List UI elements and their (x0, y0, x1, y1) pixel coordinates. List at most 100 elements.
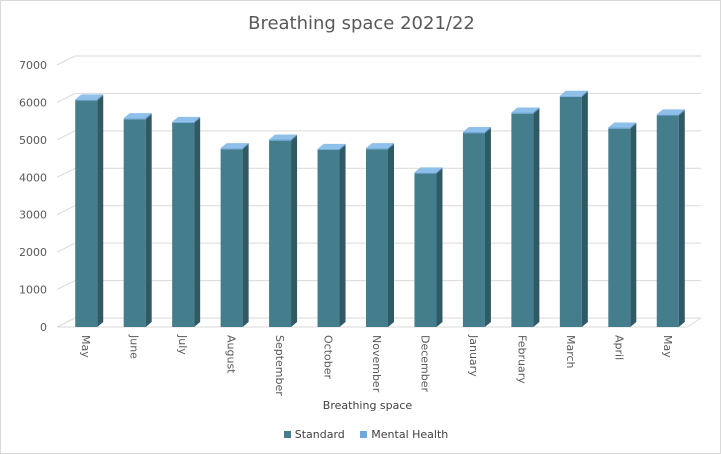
cap-front (317, 148, 340, 150)
bar-standard (75, 95, 104, 327)
bar-side (533, 108, 540, 328)
cap-top (317, 143, 346, 149)
bar-front (656, 115, 679, 328)
bar-front (462, 133, 485, 327)
x-axis-ticks: May June July August September October Novembe… (79, 334, 674, 396)
cap-side (145, 113, 152, 120)
cap-side (581, 90, 588, 97)
y-tick-label: 4000 (19, 171, 47, 184)
cap-front (656, 114, 679, 116)
bar-side (242, 144, 249, 327)
bar-front (559, 96, 582, 327)
cap-top (656, 109, 685, 115)
cap-top (75, 94, 104, 100)
x-tick-label: January (467, 334, 480, 377)
cap-front (608, 127, 631, 129)
cap-side (194, 116, 201, 124)
cap-front (511, 112, 534, 114)
bar-front (608, 128, 631, 327)
x-tick-label: May (79, 335, 92, 358)
y-tick-label: 3000 (19, 209, 47, 222)
cap-side (533, 107, 540, 114)
bar-side (194, 118, 201, 327)
bar-standard (269, 135, 298, 327)
cap-front (220, 148, 243, 150)
cap-side (339, 143, 346, 150)
cap-top (559, 90, 588, 96)
cap-front (366, 148, 388, 150)
bar-mental-health (123, 113, 152, 120)
bar-front (172, 123, 195, 327)
y-tick-label: 1000 (19, 284, 47, 297)
bar-mental-health (317, 143, 346, 150)
x-tick-label: September (273, 335, 286, 396)
cap-front (75, 99, 98, 101)
cap-top (172, 116, 201, 122)
cap-side (97, 94, 104, 101)
y-tick-label: 0 (40, 321, 47, 334)
bar-side (291, 135, 298, 327)
gridline-diagonal (56, 205, 76, 216)
bar-standard (656, 110, 685, 328)
bar-mental-health (414, 167, 443, 174)
cap-front (559, 95, 582, 97)
cap-front (269, 139, 292, 141)
bar-standard (559, 91, 588, 327)
cap-top (269, 134, 298, 140)
bar-mental-health (269, 134, 298, 141)
bar-standard (172, 118, 201, 327)
bar-standard (511, 108, 540, 328)
bars (75, 90, 685, 328)
gridline-diagonal (56, 55, 76, 66)
cap-top (123, 113, 152, 119)
cap-side (242, 143, 249, 150)
legend-item-mental-health: Mental Health (360, 428, 448, 441)
y-tick-label: 7000 (19, 59, 47, 72)
y-tick-label: 6000 (19, 96, 47, 109)
x-tick-label: April (612, 335, 625, 360)
legend-swatch-standard (283, 431, 291, 438)
bar-mental-health (559, 90, 588, 97)
cap-side (388, 143, 394, 150)
y-tick-label: 2000 (19, 246, 47, 259)
bar-side (630, 123, 637, 327)
bar-front (220, 149, 243, 327)
bar-front (511, 113, 534, 328)
bar-standard (220, 144, 249, 327)
bar-mental-health (172, 116, 201, 124)
bar-standard (366, 144, 394, 327)
gridline-diagonal (56, 242, 76, 253)
bar-mental-health (366, 143, 394, 150)
cap-top (511, 107, 540, 113)
bar-standard (123, 114, 152, 328)
floor-edge-side (686, 317, 702, 328)
bar-mental-health (656, 109, 685, 116)
bar-side (339, 144, 346, 327)
x-tick-label: November (370, 335, 383, 393)
x-tick-label: February (515, 335, 528, 384)
gridline-diagonal (56, 167, 76, 178)
x-tick-label: December (418, 335, 431, 393)
cap-front (123, 118, 146, 120)
legend: Standard Mental Health (1, 428, 721, 441)
bar-side (388, 144, 394, 327)
bar-mental-health (462, 126, 491, 134)
bar-side (581, 91, 588, 327)
cap-side (678, 109, 685, 116)
cap-side (484, 126, 491, 134)
cap-top (414, 167, 443, 173)
bar-mental-health (608, 122, 637, 129)
y-axis-ticks: 0 1000 2000 3000 4000 5000 6000 7000 (19, 59, 47, 334)
bar-front (366, 149, 388, 327)
bar-front (414, 173, 437, 327)
cap-side (291, 134, 298, 141)
plot-area: 0 1000 2000 3000 4000 5000 6000 7000 May June Jul… (19, 55, 702, 396)
bar-front (123, 119, 146, 328)
bar-mental-health (220, 143, 249, 150)
legend-swatch-mental-health (360, 431, 368, 438)
bar-standard (608, 123, 637, 327)
bar-standard (462, 128, 491, 327)
bar-side (97, 95, 104, 327)
chart-title: Breathing space 2021/22 (248, 13, 475, 34)
